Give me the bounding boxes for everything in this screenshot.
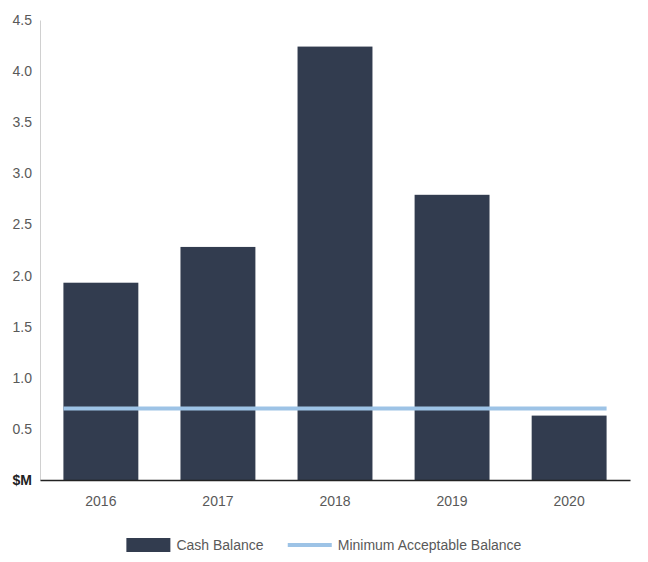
y-tick-label: 4.5 xyxy=(13,12,33,28)
y-tick: 3.5 xyxy=(13,114,40,130)
y-axis-line xyxy=(40,21,41,481)
y-tick-label: 1.0 xyxy=(13,370,33,386)
legend-swatch xyxy=(288,543,332,547)
y-axis: $M 0.5 1.0 1.5 2.0 2.5 3.0 3.5 4.0 4.5 xyxy=(13,12,41,488)
legend-item: Minimum Acceptable Balance xyxy=(288,537,522,553)
bar xyxy=(298,47,373,480)
y-tick: 4.5 xyxy=(13,12,40,28)
y-tick: 3.0 xyxy=(13,165,40,181)
legend-label: Cash Balance xyxy=(176,537,263,553)
x-tick-label: 2017 xyxy=(202,493,233,509)
x-tick-label: 2018 xyxy=(319,493,350,509)
y-tick-label: 2.5 xyxy=(13,216,33,232)
x-tick-label: 2016 xyxy=(85,493,116,509)
y-tick: 1.0 xyxy=(13,370,40,386)
bar xyxy=(180,247,255,480)
x-tick: 2019 xyxy=(436,480,467,509)
y-tick: 0.5 xyxy=(13,421,40,437)
y-tick-label: 3.0 xyxy=(13,165,33,181)
y-tick: 4.0 xyxy=(13,63,40,79)
line-marks xyxy=(63,408,606,409)
x-tick: 2017 xyxy=(202,480,233,509)
line xyxy=(63,406,606,410)
x-axis: 2016 2017 2018 2019 2020 xyxy=(41,480,631,509)
bar xyxy=(63,283,138,480)
chart: $M0.51.01.52.02.53.03.54.04.520162017201… xyxy=(0,0,648,562)
y-tick-label: 0.5 xyxy=(13,421,33,437)
y-tick-label: 3.5 xyxy=(13,114,33,130)
x-axis-line xyxy=(41,480,631,482)
marks xyxy=(63,47,606,480)
legend-item: Cash Balance xyxy=(126,537,263,553)
legend-label: Minimum Acceptable Balance xyxy=(338,537,522,553)
x-tick: 2018 xyxy=(319,480,350,509)
y-tick: 2.0 xyxy=(13,268,40,284)
bar xyxy=(532,416,607,480)
y-tick-label: 4.0 xyxy=(13,63,33,79)
y-tick-label: 1.5 xyxy=(13,319,33,335)
y-tick: 2.5 xyxy=(13,216,40,232)
y-tick-label: 2.0 xyxy=(13,268,33,284)
x-tick: 2016 xyxy=(85,480,116,509)
x-tick-label: 2019 xyxy=(436,493,467,509)
y-tick: $M xyxy=(13,472,40,488)
y-tick: 1.5 xyxy=(13,319,40,335)
x-tick: 2020 xyxy=(554,480,585,509)
y-tick-label: $M xyxy=(13,472,32,488)
x-tick-label: 2020 xyxy=(554,493,585,509)
legend-swatch xyxy=(126,538,170,552)
legend: Cash Balance Minimum Acceptable Balance xyxy=(126,537,521,553)
bar xyxy=(415,195,490,480)
